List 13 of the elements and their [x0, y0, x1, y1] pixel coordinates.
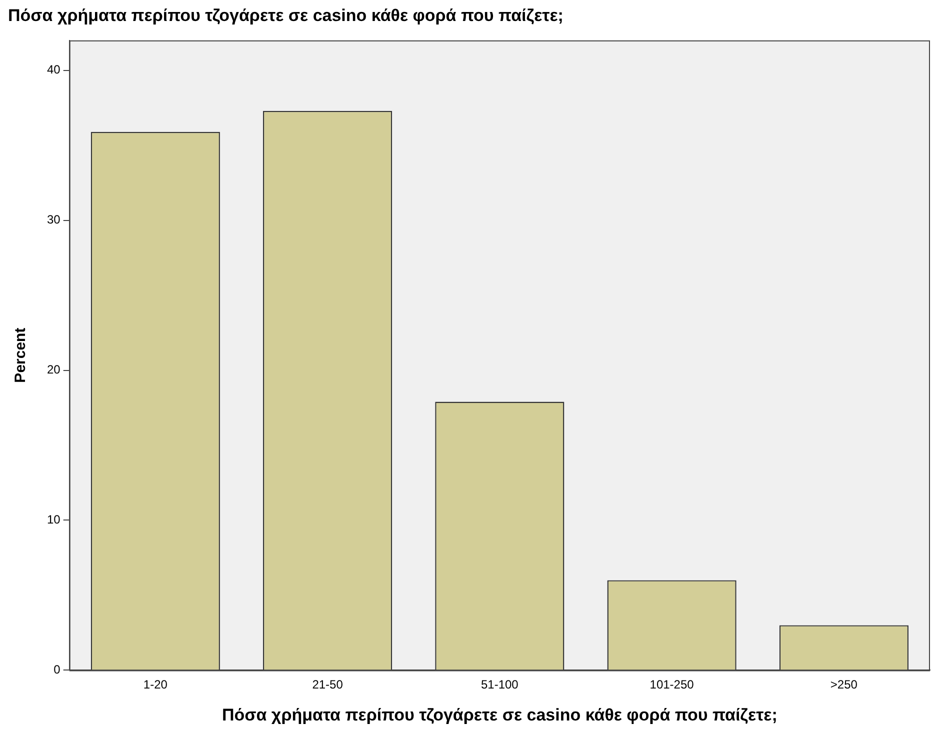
- x-tick-label: 101-250: [650, 678, 694, 692]
- x-tick-label: >250: [830, 678, 858, 692]
- chart-title: Πόσα χρήματα περίπου τζογάρετε σε casino κάθε φορά που παίζετε;: [8, 6, 564, 25]
- y-tick-label: 40: [46, 62, 61, 77]
- y-axis-title: Percent: [12, 328, 30, 383]
- y-tick-label: 20: [46, 362, 61, 377]
- y-tick-label: 0: [54, 662, 61, 677]
- y-tick-label: 10: [46, 512, 61, 527]
- x-axis-title: Πόσα χρήματα περίπου τζογάρετε σε casino κάθε φορά που παίζετε;: [222, 705, 778, 724]
- x-tick-label: 51-100: [480, 678, 519, 692]
- x-tick-label: 21-50: [312, 678, 344, 692]
- x-tick-label: 1-20: [143, 678, 168, 692]
- y-tick-label: 30: [46, 212, 61, 227]
